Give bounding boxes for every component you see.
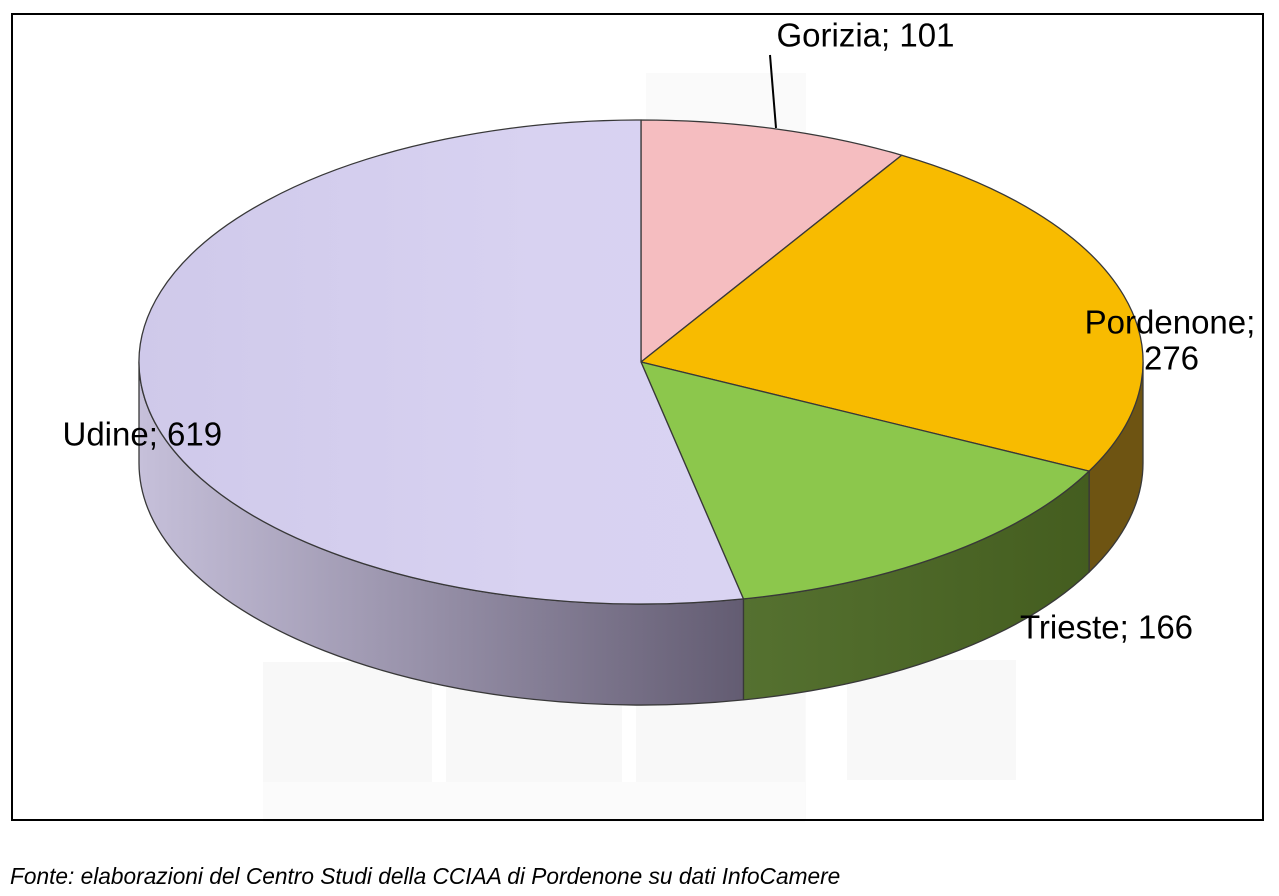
svg-text:276: 276 xyxy=(1144,340,1199,377)
svg-text:Udine; 619: Udine; 619 xyxy=(63,416,223,453)
svg-text:Fonte: elaborazioni del Centro: Fonte: elaborazioni del Centro Studi del… xyxy=(10,863,840,889)
svg-text:Pordenone;: Pordenone; xyxy=(1085,304,1256,341)
svg-text:Trieste; 166: Trieste; 166 xyxy=(1020,609,1193,646)
svg-text:Gorizia; 101: Gorizia; 101 xyxy=(777,17,955,54)
